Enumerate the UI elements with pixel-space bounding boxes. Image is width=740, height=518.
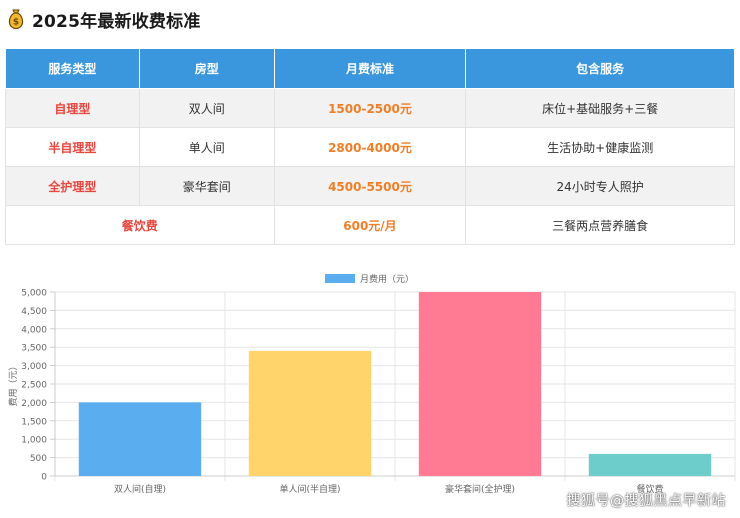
service-type-cell: 自理型	[5, 88, 140, 128]
monthly-fee-cell: 2800-4000元	[273, 127, 467, 167]
y-tick-label: 3,500	[21, 344, 47, 354]
included-services-cell: 24小时专人照护	[465, 166, 735, 206]
table-row: 全护理型 豪华套间 4500-5500元 24小时专人照护	[5, 166, 735, 206]
y-tick-label: 1,000	[21, 436, 47, 446]
column-header: 月费标准	[273, 48, 467, 89]
column-header: 服务类型	[5, 48, 140, 89]
bar	[418, 292, 542, 476]
page-title: 2025年最新收费标准	[32, 11, 201, 32]
monthly-fee-cell: 1500-2500元	[273, 88, 467, 128]
table-row: 半自理型 单人间 2800-4000元 生活协助+健康监测	[5, 127, 735, 167]
fee-table: 服务类型 房型 月费标准 包含服务 自理型 双人间 1500-2500元 床位+…	[5, 48, 735, 245]
y-axis-title: 费用（元）	[7, 361, 19, 406]
room-type-cell: 单人间	[138, 127, 275, 167]
x-tick-label: 双人间(自理)	[114, 483, 166, 495]
x-tick-label: 单人间(半自理)	[279, 483, 340, 495]
meal-fee-cell: 600元/月	[273, 205, 467, 245]
room-type-cell: 双人间	[138, 88, 275, 128]
table-row-meal: 餐饮费 600元/月 三餐两点营养膳食	[5, 205, 735, 245]
meal-services-cell: 三餐两点营养膳食	[465, 205, 735, 245]
svg-text:$: $	[13, 18, 19, 28]
column-header: 房型	[138, 48, 275, 89]
y-tick-label: 0	[41, 473, 47, 483]
y-tick-label: 3,000	[21, 362, 47, 372]
y-tick-label: 2,500	[21, 381, 47, 391]
chart-canvas: 0 500 1,000 1,500 2,000 2,500 3,000 3,500 4,000 4…	[7, 273, 736, 495]
included-services-cell: 生活协助+健康监测	[465, 127, 735, 167]
service-type-cell: 半自理型	[5, 127, 140, 167]
column-header: 包含服务	[465, 48, 735, 89]
monthly-fee-cell: 4500-5500元	[273, 166, 467, 206]
legend-swatch	[325, 274, 355, 283]
legend-label: 月费用（元）	[360, 273, 414, 285]
y-tick-label: 1,500	[21, 417, 47, 427]
x-tick-label: 餐饮费	[636, 483, 663, 495]
y-tick-label: 4,500	[21, 307, 47, 317]
service-type-cell: 全护理型	[5, 166, 140, 206]
money-bag-icon: $	[8, 9, 24, 30]
y-tick-label: 5,000	[21, 289, 47, 299]
included-services-cell: 床位+基础服务+三餐	[465, 88, 735, 128]
room-type-cell: 豪华套间	[138, 166, 275, 206]
y-tick-label: 500	[30, 454, 47, 464]
fee-bar-chart: 0 500 1,000 1,500 2,000 2,500 3,000 3,500 4,000 4…	[0, 262, 740, 518]
meal-type-cell: 餐饮费	[5, 205, 275, 245]
bar	[78, 402, 202, 476]
y-tick-label: 2,000	[21, 399, 47, 409]
watermark: 搜狐号@搜狐黑点早新站	[566, 493, 726, 509]
x-tick-label: 豪华套间(全护理)	[445, 483, 515, 495]
page-header: $ 2025年最新收费标准	[6, 6, 201, 32]
table-header-row: 服务类型 房型 月费标准 包含服务	[5, 48, 735, 89]
bar	[588, 453, 712, 476]
y-tick-label: 4,000	[21, 325, 47, 335]
table-row: 自理型 双人间 1500-2500元 床位+基础服务+三餐	[5, 88, 735, 128]
bar	[248, 350, 372, 476]
